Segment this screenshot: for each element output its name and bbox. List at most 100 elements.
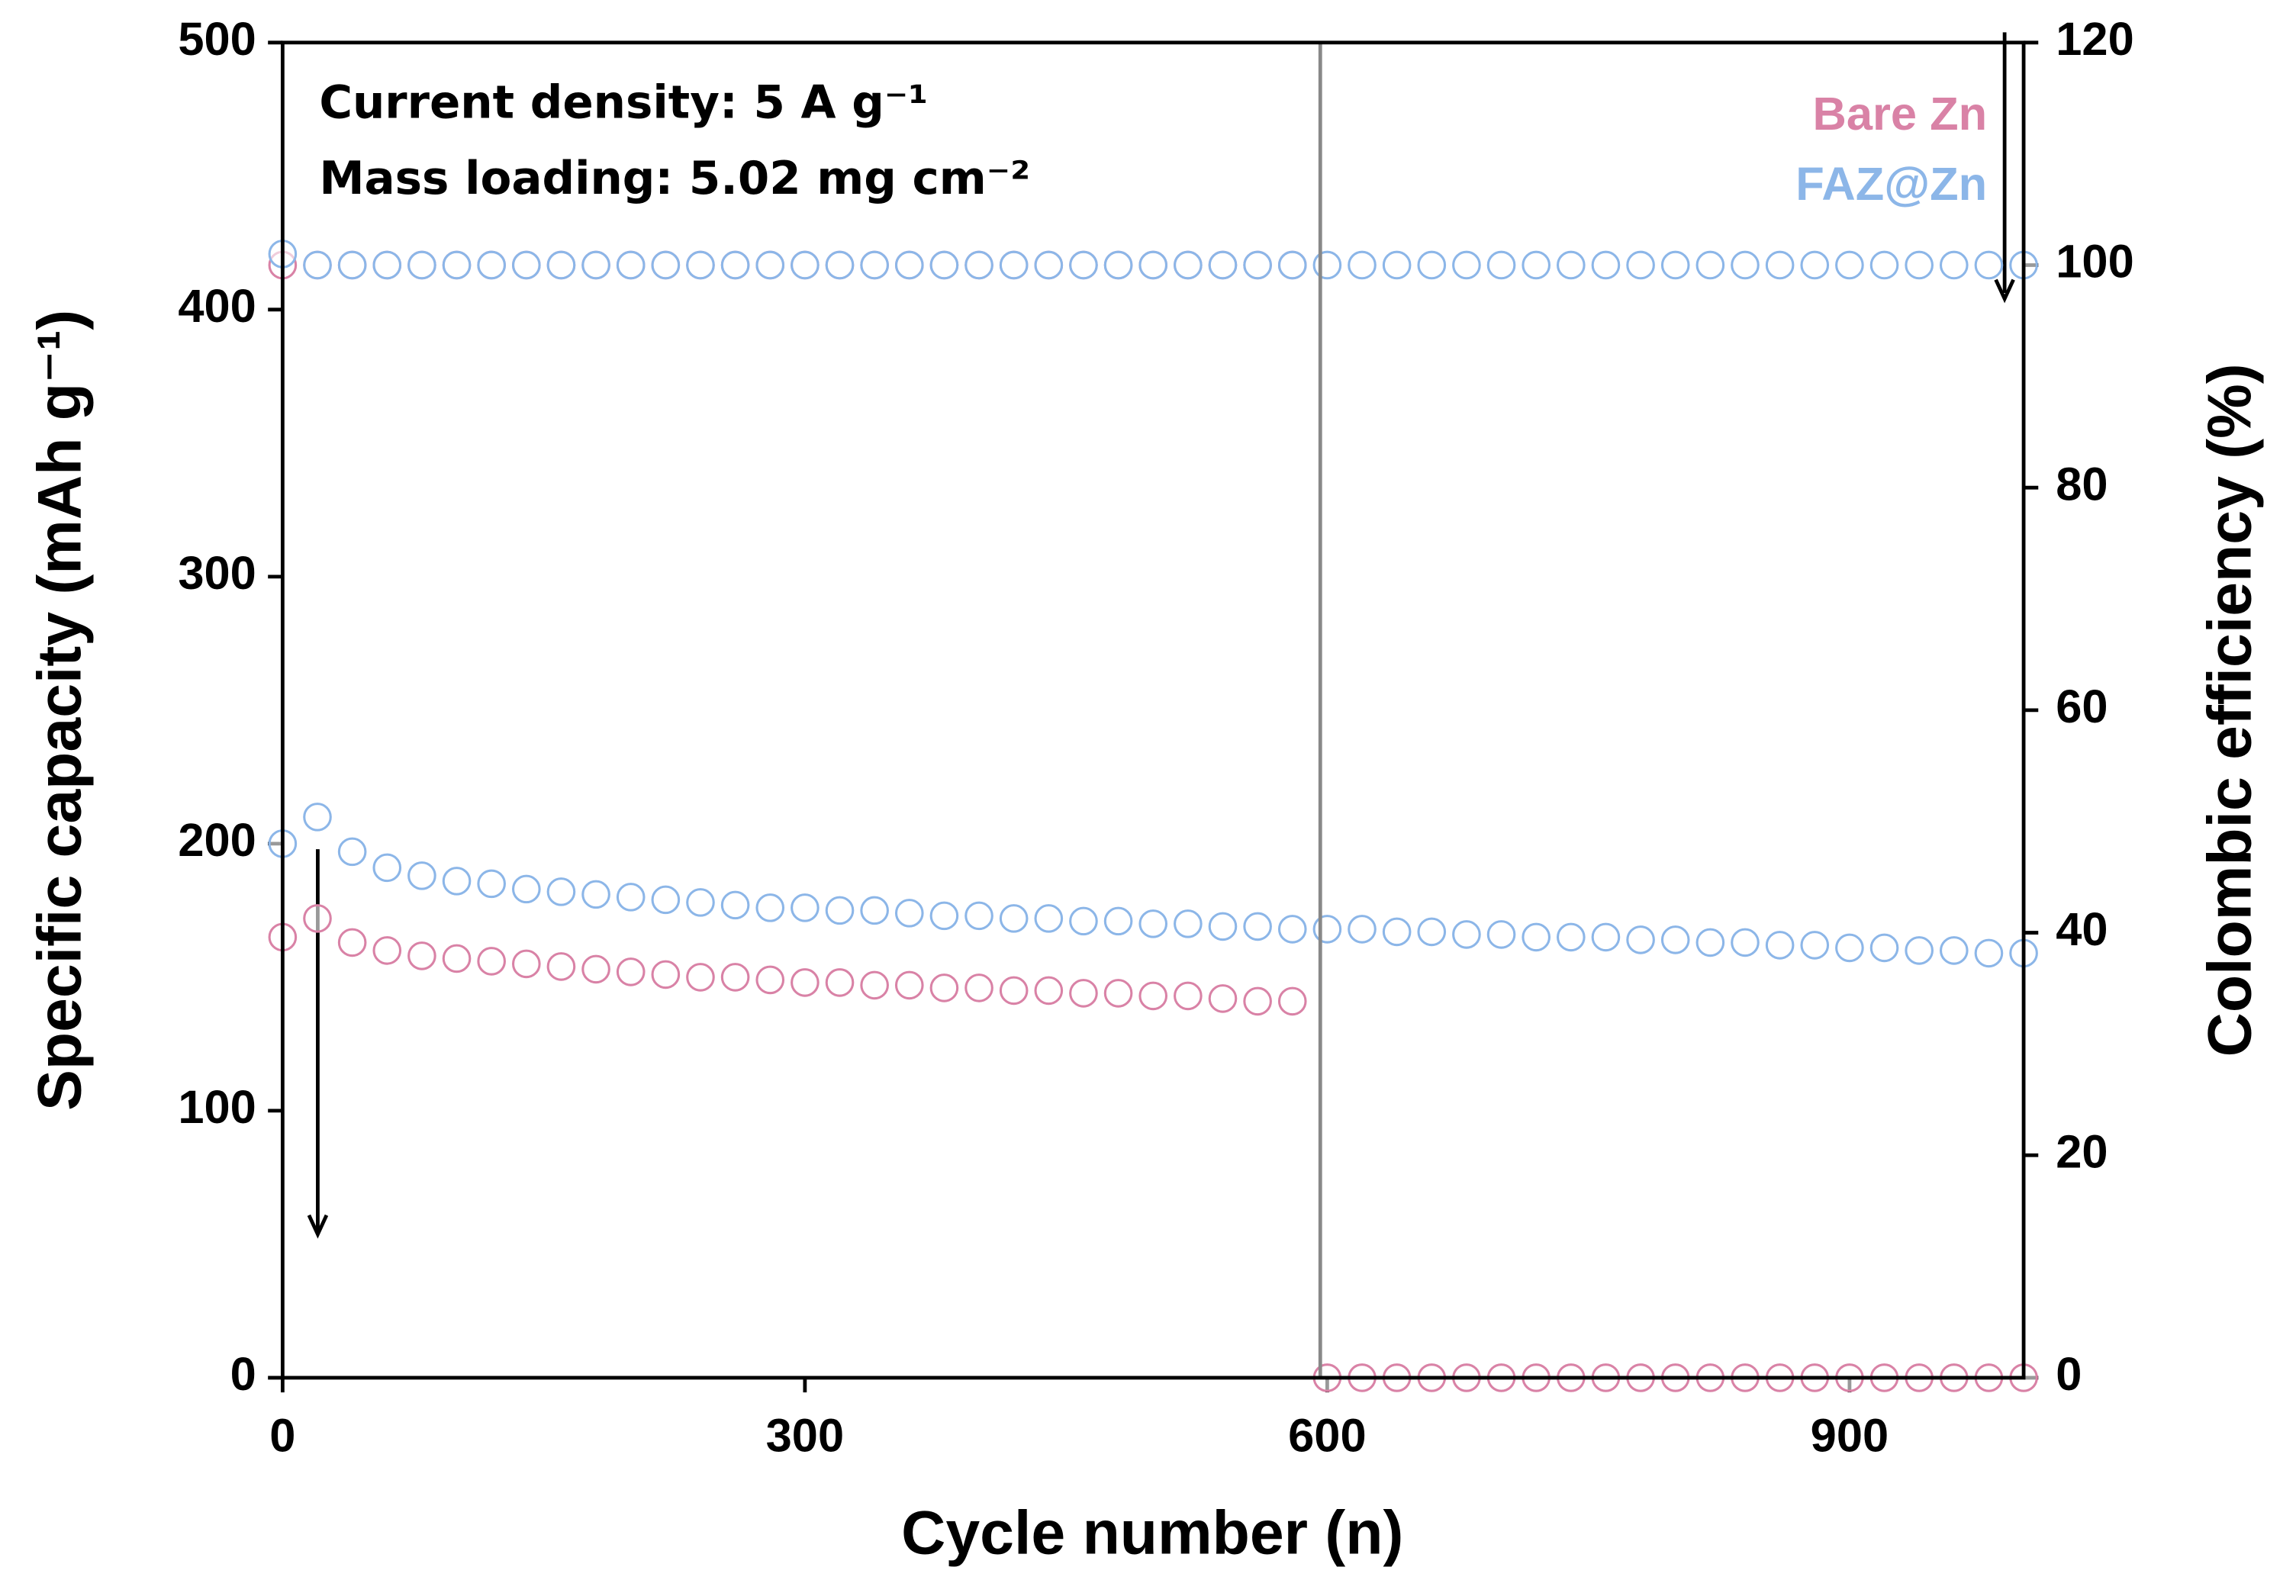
ce-marker — [372, 250, 402, 280]
ce-marker — [1103, 250, 1133, 280]
ce-marker — [1452, 250, 1481, 280]
capacity-marker — [1069, 979, 1098, 1008]
capacity-marker — [1243, 986, 1272, 1016]
capacity-marker — [1138, 909, 1168, 938]
ce-marker — [1522, 250, 1551, 280]
capacity-marker — [1695, 928, 1725, 957]
capacity-marker — [1208, 984, 1238, 1013]
ce-marker — [860, 250, 889, 280]
y-tick-label: 400 — [178, 280, 256, 333]
ce-marker — [1939, 250, 1969, 280]
capacity-marker — [1103, 979, 1133, 1008]
ce-marker — [999, 250, 1029, 280]
capacity-marker — [1974, 938, 2004, 968]
y-tick-label: 100 — [178, 1081, 256, 1134]
capacity-marker — [511, 874, 541, 904]
ce-marker — [1869, 250, 1899, 280]
capacity-marker — [477, 869, 506, 899]
capacity-marker — [337, 928, 367, 957]
ce-marker — [755, 250, 785, 280]
ce-marker — [825, 250, 855, 280]
capacity-marker — [1835, 933, 1864, 963]
capacity-marker — [791, 893, 820, 922]
ce-marker — [442, 250, 472, 280]
y2-axis-title: Colombic efficiency (%) — [2196, 363, 2265, 1057]
capacity-marker — [686, 888, 715, 917]
legend-label: FAZ@Zn — [1795, 158, 1987, 211]
x-tick-label: 900 — [1811, 1410, 1889, 1462]
capacity-marker — [1243, 912, 1272, 941]
y2-tick-label: 40 — [2056, 903, 2108, 956]
capacity-marker — [1452, 920, 1481, 949]
capacity-marker — [720, 963, 750, 992]
y2-tick-label: 100 — [2056, 236, 2133, 288]
ce-marker — [791, 250, 820, 280]
capacity-marker — [1869, 933, 1899, 963]
ce-marker — [511, 250, 541, 280]
ce-marker — [477, 250, 506, 280]
capacity-marker — [1660, 925, 1690, 954]
capacity-marker — [1731, 928, 1760, 957]
capacity-marker — [303, 904, 332, 933]
capacity-marker — [755, 893, 785, 922]
capacity-marker — [1034, 976, 1064, 1006]
ce-marker — [1486, 250, 1516, 280]
ce-marker — [1382, 250, 1412, 280]
capacity-marker — [929, 901, 959, 931]
capacity-marker — [407, 941, 436, 970]
ce-marker — [1800, 250, 1830, 280]
capacity-marker — [1348, 915, 1377, 944]
y2-tick-label: 120 — [2056, 13, 2133, 66]
arrow-head — [307, 1214, 329, 1239]
ce-marker — [1069, 250, 1098, 280]
ce-marker — [1277, 250, 1307, 280]
ce-marker — [1034, 250, 1064, 280]
capacity-marker — [1034, 904, 1064, 933]
legend-label: Bare Zn — [1813, 88, 1988, 140]
ce-marker — [1138, 250, 1168, 280]
ce-marker — [616, 250, 646, 280]
x-tick-label: 0 — [269, 1410, 295, 1462]
capacity-marker — [1765, 931, 1795, 960]
arrow-head — [1994, 278, 2015, 304]
capacity-marker — [1591, 922, 1621, 952]
ce-marker — [1348, 250, 1377, 280]
capacity-marker — [894, 899, 924, 928]
capacity-marker — [1486, 920, 1516, 949]
ce-marker — [1835, 250, 1864, 280]
capacity-marker — [1905, 936, 1934, 965]
ce-marker — [581, 250, 610, 280]
capacity-marker — [1939, 936, 1969, 965]
ce-marker — [1626, 250, 1655, 280]
capacity-marker — [999, 976, 1029, 1006]
capacity-marker — [372, 853, 402, 883]
capacity-marker — [1800, 931, 1830, 960]
capacity-marker — [964, 973, 993, 1002]
ce-marker — [1731, 250, 1760, 280]
capacity-marker — [929, 973, 959, 1002]
capacity-marker — [442, 944, 472, 973]
capacity-marker — [581, 954, 610, 984]
ce-marker — [964, 250, 993, 280]
capacity-marker — [1557, 922, 1586, 952]
capacity-marker — [1312, 915, 1342, 944]
capacity-marker — [546, 952, 576, 981]
capacity-marker — [894, 970, 924, 1000]
capacity-marker — [1103, 906, 1133, 936]
capacity-marker — [825, 896, 855, 925]
capacity-marker — [407, 861, 436, 890]
ce-marker — [720, 250, 750, 280]
capacity-marker — [999, 904, 1029, 933]
capacity-marker — [303, 803, 332, 832]
annotation: Mass loading: 5.02 mg cm⁻² — [319, 153, 1030, 205]
y2-tick-label: 80 — [2056, 458, 2108, 510]
y-tick-label: 200 — [178, 814, 256, 867]
capacity-marker — [1626, 925, 1655, 954]
ce-marker — [1208, 250, 1238, 280]
annotation: Current density: 5 A g⁻¹ — [319, 76, 928, 129]
capacity-marker — [616, 957, 646, 986]
ce-marker — [337, 250, 367, 280]
x-tick-label: 300 — [766, 1410, 844, 1462]
capacity-marker — [825, 968, 855, 997]
